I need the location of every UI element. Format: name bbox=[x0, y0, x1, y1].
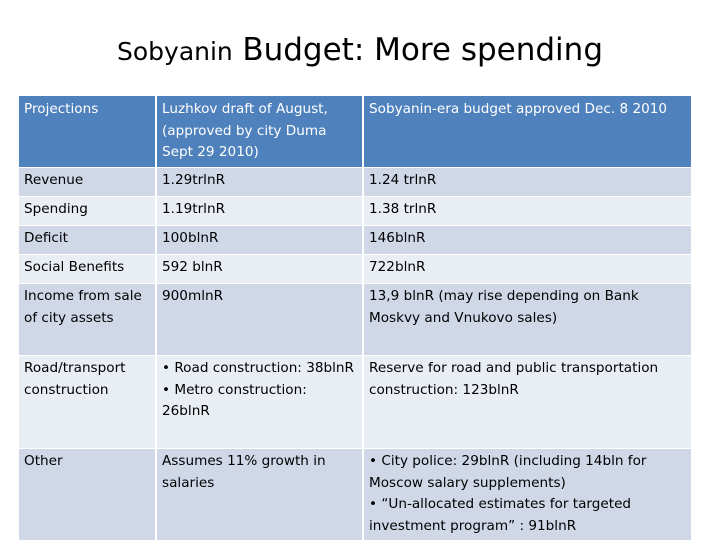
sobyanin-value: • City police: 29blnR (including 14bln f… bbox=[364, 449, 691, 541]
sobyanin-bullet-list: • City police: 29blnR (including 14bln f… bbox=[369, 451, 687, 537]
row-label: Road/transport construction bbox=[19, 356, 157, 449]
sobyanin-value: 146blnR bbox=[364, 226, 691, 255]
luzhkov-value: 1.19trlnR bbox=[157, 197, 364, 226]
list-item: • City police: 29blnR (including 14bln f… bbox=[369, 453, 647, 491]
table-row: Revenue 1.29trlnR 1.24 trlnR bbox=[19, 168, 691, 197]
sobyanin-value: 1.38 trlnR bbox=[364, 197, 691, 226]
table-row: Income from sale of city assets 900mlnR … bbox=[19, 284, 691, 356]
luzhkov-bullet-list: • Road construction: 38blnR • Metro cons… bbox=[162, 358, 358, 423]
luzhkov-value: 900mlnR bbox=[157, 284, 364, 356]
luzhkov-value: • Road construction: 38blnR • Metro cons… bbox=[157, 356, 364, 449]
sobyanin-value: 722blnR bbox=[364, 255, 691, 284]
luzhkov-value: 592 blnR bbox=[157, 255, 364, 284]
table-row: Road/transport construction • Road const… bbox=[19, 356, 691, 449]
sobyanin-value: 1.24 trlnR bbox=[364, 168, 691, 197]
title-part-1: Sobyanin bbox=[116, 37, 233, 66]
table-header-row: Projections Luzhkov draft of August, (ap… bbox=[19, 96, 691, 168]
header-luzhkov: Luzhkov draft of August, (approved by ci… bbox=[157, 96, 364, 168]
row-label: Social Benefits bbox=[19, 255, 157, 284]
sobyanin-value: Reserve for road and public transportati… bbox=[364, 356, 691, 449]
slide-title: Sobyanin Budget: More spending bbox=[0, 30, 720, 72]
list-item: • Road construction: 38blnR bbox=[162, 360, 354, 376]
row-label: Income from sale of city assets bbox=[19, 284, 157, 356]
list-item: • Metro construction: 26blnR bbox=[162, 381, 307, 420]
luzhkov-value: Assumes 11% growth in salaries bbox=[157, 449, 364, 541]
budget-table: Projections Luzhkov draft of August, (ap… bbox=[19, 96, 691, 541]
header-projections: Projections bbox=[19, 96, 157, 168]
luzhkov-value: 100blnR bbox=[157, 226, 364, 255]
luzhkov-value: 1.29trlnR bbox=[157, 168, 364, 197]
table-row: Deficit 100blnR 146blnR bbox=[19, 226, 691, 255]
table-row: Other Assumes 11% growth in salaries • C… bbox=[19, 449, 691, 541]
list-item: • “Un-allocated estimates for targeted i… bbox=[369, 496, 632, 534]
table-row: Social Benefits 592 blnR 722blnR bbox=[19, 255, 691, 284]
header-sobyanin: Sobyanin-era budget approved Dec. 8 2010 bbox=[364, 96, 691, 168]
row-label: Spending bbox=[19, 197, 157, 226]
row-label: Revenue bbox=[19, 168, 157, 197]
row-label: Deficit bbox=[19, 226, 157, 255]
table-row: Spending 1.19trlnR 1.38 trlnR bbox=[19, 197, 691, 226]
sobyanin-value: 13,9 blnR (may rise depending on Bank Mo… bbox=[364, 284, 691, 356]
title-part-2: Budget: More spending bbox=[242, 32, 603, 68]
row-label: Other bbox=[19, 449, 157, 541]
